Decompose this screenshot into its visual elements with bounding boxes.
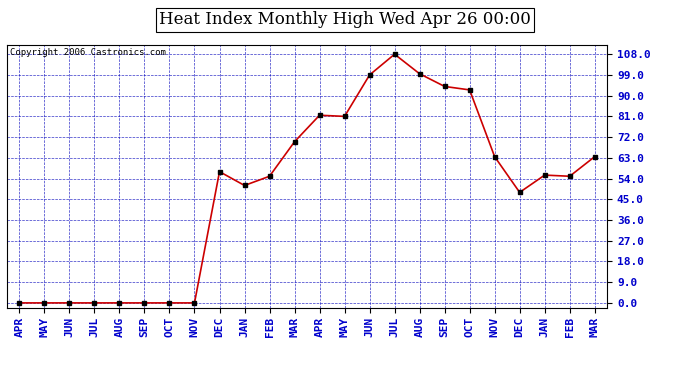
Text: Heat Index Monthly High Wed Apr 26 00:00: Heat Index Monthly High Wed Apr 26 00:00: [159, 11, 531, 28]
Text: Copyright 2006 Castronics.com: Copyright 2006 Castronics.com: [10, 48, 166, 57]
